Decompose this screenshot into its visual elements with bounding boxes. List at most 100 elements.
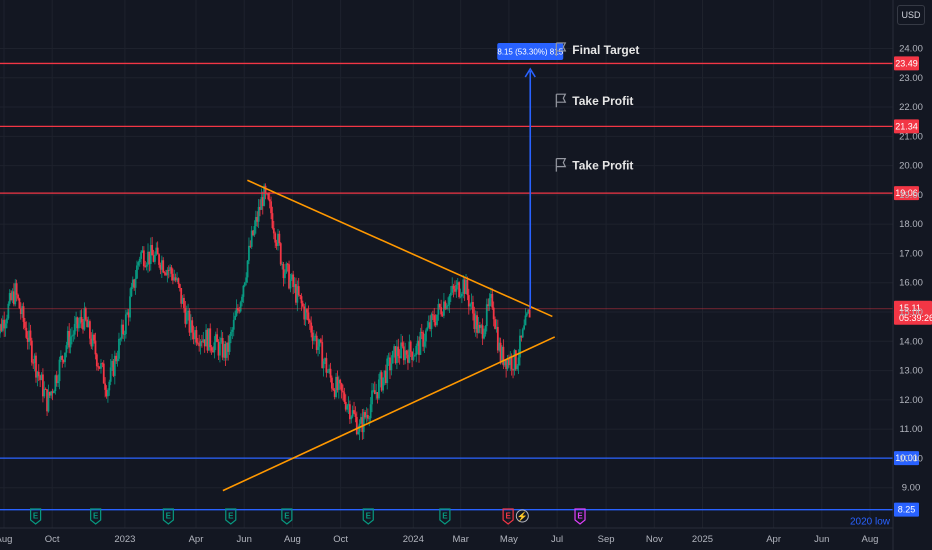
earnings-glyph: E xyxy=(93,512,99,521)
candle-body xyxy=(351,410,354,417)
candle-body xyxy=(466,279,469,296)
candle-body xyxy=(423,341,426,347)
candle-body xyxy=(422,332,425,347)
price-axis[interactable]: 9.00 10.00 11.00 12.00 13.00 14.00 15.00 16.00 1… xyxy=(892,0,923,550)
earnings-marker[interactable]: E xyxy=(30,508,42,525)
candle-body xyxy=(220,337,223,342)
candle-body xyxy=(257,206,260,222)
earnings-glyph: E xyxy=(577,512,583,521)
annotation-note[interactable]: Final Target xyxy=(555,42,639,57)
candle-body xyxy=(306,309,308,313)
candle-body xyxy=(46,389,48,412)
annotation-note[interactable]: Take Profit xyxy=(555,158,633,173)
earnings-marker[interactable]: E xyxy=(574,508,586,525)
earnings-marker[interactable]: E xyxy=(162,508,174,525)
earnings-marker[interactable]: E xyxy=(225,508,237,525)
candle-body xyxy=(393,346,396,351)
candle-body xyxy=(401,342,404,347)
candle-body xyxy=(459,296,462,298)
candle-body xyxy=(503,360,506,366)
candle-body xyxy=(216,334,219,342)
candle-body xyxy=(82,322,84,330)
candle-body xyxy=(83,308,86,330)
candle-body xyxy=(344,401,347,410)
candle-body xyxy=(158,254,160,265)
earnings-marker[interactable]: E xyxy=(362,508,374,525)
candle-body xyxy=(188,310,191,333)
annotation-note[interactable]: Take Profit xyxy=(555,93,633,108)
trend-lines[interactable] xyxy=(222,179,556,492)
candle-body xyxy=(212,350,214,353)
candle-body xyxy=(47,391,50,412)
candle-body xyxy=(183,297,185,308)
candle-body xyxy=(296,286,299,303)
candle-body xyxy=(375,392,378,395)
candle-body xyxy=(528,309,531,318)
annotations[interactable]: Final Target Take Profit Take Profit 2020 l… xyxy=(555,42,891,528)
x-tick-label: Jun xyxy=(814,534,829,545)
candle-body xyxy=(141,250,144,253)
candle-body xyxy=(380,372,383,391)
candle-body xyxy=(210,347,213,351)
candle-body xyxy=(328,368,331,372)
candle-body xyxy=(336,376,339,391)
measure-tool[interactable]: 8.15 (53.30%) 815 xyxy=(497,42,564,310)
candle-body xyxy=(108,381,111,391)
candle-body xyxy=(40,374,43,381)
earnings-glyph: E xyxy=(166,512,172,521)
candle-body xyxy=(61,355,64,360)
candle-body xyxy=(123,334,126,336)
earnings-marker[interactable]: E xyxy=(90,508,102,525)
earnings-marker[interactable]: E xyxy=(502,508,514,525)
candle-body xyxy=(329,368,332,378)
candle-body xyxy=(98,366,101,369)
candle-body xyxy=(325,358,328,373)
candle-body xyxy=(39,375,42,381)
candle-body xyxy=(412,356,415,360)
x-tick-label: Aug xyxy=(284,534,301,545)
y-tick-label: 14.00 xyxy=(899,336,923,347)
x-tick-label: Aug xyxy=(862,534,879,545)
candle-body xyxy=(285,263,288,273)
candle-body xyxy=(64,352,66,363)
time-axis[interactable]: Aug Oct 2023 Apr Jun Aug Oct 2024 Mar May Jul Sep No… xyxy=(0,527,893,545)
y-tick-label: 18.00 xyxy=(899,219,923,230)
candle-body xyxy=(499,342,502,362)
candle-body xyxy=(163,272,166,274)
candle-body xyxy=(159,264,162,270)
candle-body xyxy=(523,325,526,330)
currency-button[interactable]: USD xyxy=(897,5,925,25)
candle-body xyxy=(94,340,97,355)
x-tick-label: 2025 xyxy=(692,534,713,545)
candle-body xyxy=(279,243,282,265)
candle-body xyxy=(304,309,307,320)
candle-body xyxy=(272,228,275,234)
candle-body xyxy=(447,304,449,306)
candle-body xyxy=(314,335,317,338)
candle-body xyxy=(177,278,180,285)
candle-body xyxy=(32,362,35,364)
candle-body xyxy=(321,342,324,369)
candle-body xyxy=(386,358,389,384)
candle-body xyxy=(50,391,53,396)
candle-body xyxy=(144,266,147,268)
candle-body xyxy=(53,391,55,394)
earnings-marker[interactable]: E xyxy=(439,508,451,525)
event-markers[interactable]: E E E E E E E E ⚡ E xyxy=(30,508,586,525)
level-price-label: 21.34 xyxy=(895,121,918,131)
candle-body xyxy=(142,250,145,267)
candle-body xyxy=(372,390,375,392)
candle-body xyxy=(485,304,488,327)
dividend-marker[interactable]: ⚡ xyxy=(515,509,529,523)
level-price-label: 10.01 xyxy=(895,453,918,463)
candle-body xyxy=(308,320,311,323)
candle-body xyxy=(178,284,181,288)
earnings-marker[interactable]: E xyxy=(281,508,293,525)
candle-body xyxy=(17,294,19,299)
candle-body xyxy=(303,306,306,320)
candle-body xyxy=(173,277,176,281)
candle-body xyxy=(72,334,75,336)
candle-body xyxy=(261,197,264,206)
